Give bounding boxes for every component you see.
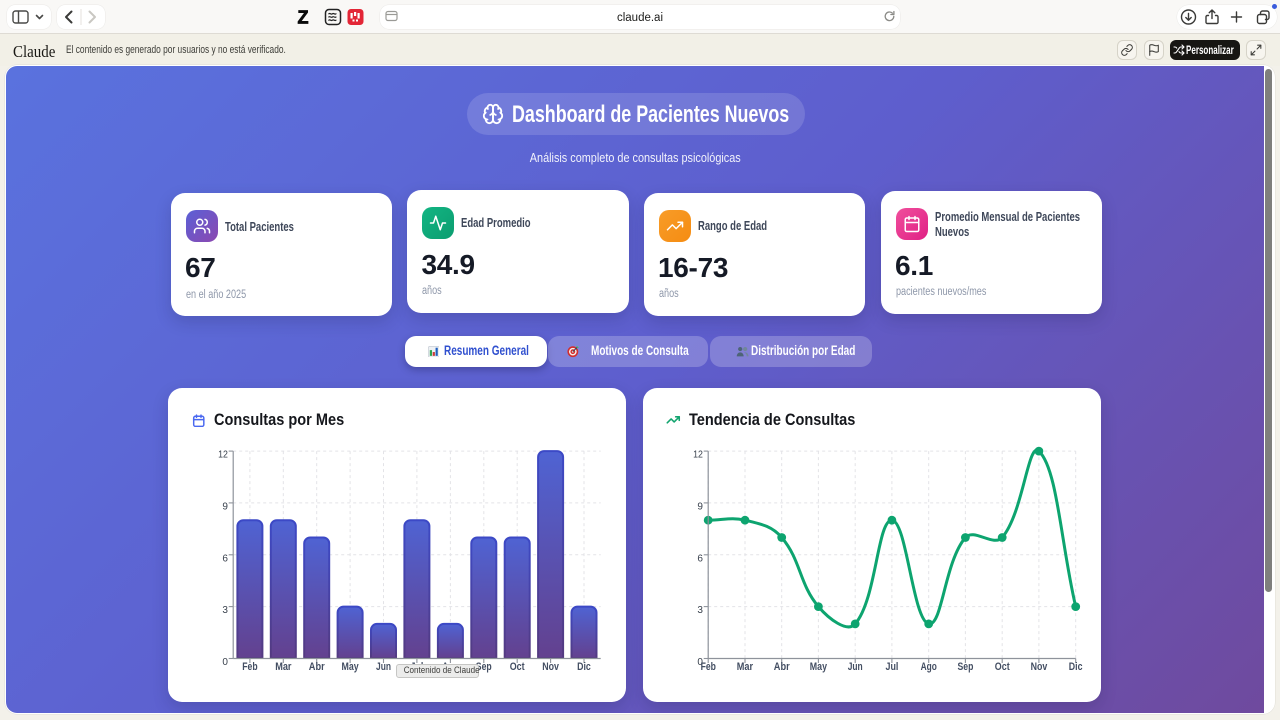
svg-text:claude.ai: claude.ai bbox=[617, 12, 663, 24]
svg-text:Jul: Jul bbox=[885, 660, 898, 672]
svg-text:0: 0 bbox=[223, 657, 229, 668]
svg-text:Dic: Dic bbox=[1068, 660, 1082, 672]
svg-text:Dic: Dic bbox=[577, 660, 591, 672]
svg-text:Nov: Nov bbox=[1030, 660, 1047, 672]
svg-text:Z: Z bbox=[298, 8, 309, 28]
svg-text:Sep: Sep bbox=[476, 660, 492, 672]
svg-text:Ago: Ago bbox=[920, 660, 937, 672]
svg-text:Abr: Abr bbox=[309, 660, 326, 672]
svg-text:Jun: Jun bbox=[847, 660, 862, 672]
svg-text:3: 3 bbox=[697, 605, 703, 616]
svg-text:12: 12 bbox=[218, 449, 228, 460]
svg-text:Jun: Jun bbox=[376, 660, 391, 672]
svg-text:Nov: Nov bbox=[543, 660, 560, 672]
svg-text:Sep: Sep bbox=[957, 660, 973, 672]
svg-text:9: 9 bbox=[697, 501, 703, 512]
svg-text:May: May bbox=[342, 660, 359, 672]
svg-text:6: 6 bbox=[697, 553, 703, 564]
svg-text:9: 9 bbox=[223, 501, 229, 512]
svg-text:Feb: Feb bbox=[700, 660, 716, 672]
svg-text:Personalizar: Personalizar bbox=[1186, 45, 1234, 58]
svg-text:3: 3 bbox=[223, 605, 229, 616]
svg-text:12: 12 bbox=[693, 449, 703, 460]
svg-text:Oct: Oct bbox=[994, 660, 1009, 672]
svg-text:Feb: Feb bbox=[243, 660, 259, 672]
svg-text:Mar: Mar bbox=[276, 660, 293, 672]
svg-text:6: 6 bbox=[223, 553, 229, 564]
svg-text:Abr: Abr bbox=[773, 660, 790, 672]
svg-text:0: 0 bbox=[697, 657, 703, 668]
svg-text:Oct: Oct bbox=[510, 660, 525, 672]
svg-text:Mar: Mar bbox=[736, 660, 753, 672]
svg-text:May: May bbox=[809, 660, 826, 672]
